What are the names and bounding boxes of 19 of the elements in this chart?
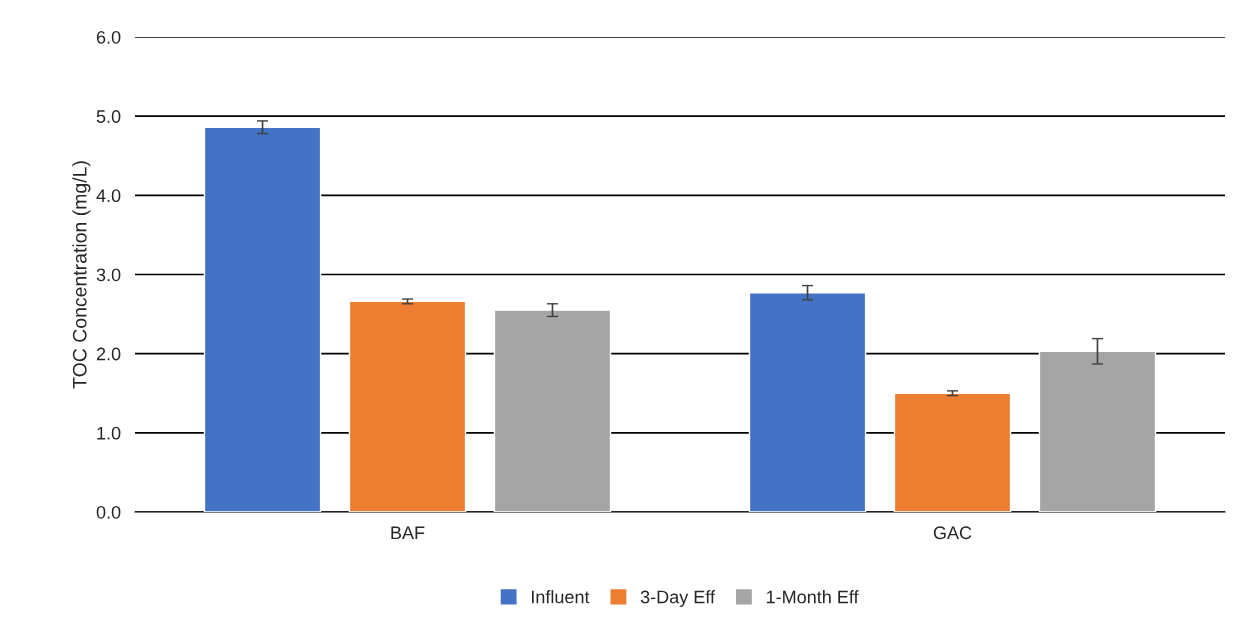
- bar: [893, 392, 1012, 512]
- y-tick-label: 0.0: [96, 505, 121, 519]
- y-tick-label: 4.0: [96, 189, 121, 203]
- y-tick-label: 2.0: [96, 347, 121, 361]
- bar: [203, 126, 322, 512]
- y-tick-label: 1.0: [97, 426, 121, 440]
- x-tick-label: BAF: [391, 526, 425, 539]
- y-tick-label: 5.0: [96, 110, 121, 123]
- bar: [748, 292, 867, 512]
- legend-label: 3-Day Eff: [640, 590, 716, 607]
- x-tick-label: GAC: [933, 526, 972, 540]
- bar: [348, 300, 467, 512]
- y-axis-title: TOC Concentration (mg/L): [72, 161, 91, 389]
- y-tick-label: 3.0: [96, 268, 121, 282]
- legend-label: Influent: [531, 590, 590, 604]
- y-tick-label: 6.0: [96, 30, 121, 44]
- legend-label: 1-Month Eff: [766, 590, 859, 604]
- bar: [493, 309, 612, 512]
- bar: [1038, 350, 1157, 512]
